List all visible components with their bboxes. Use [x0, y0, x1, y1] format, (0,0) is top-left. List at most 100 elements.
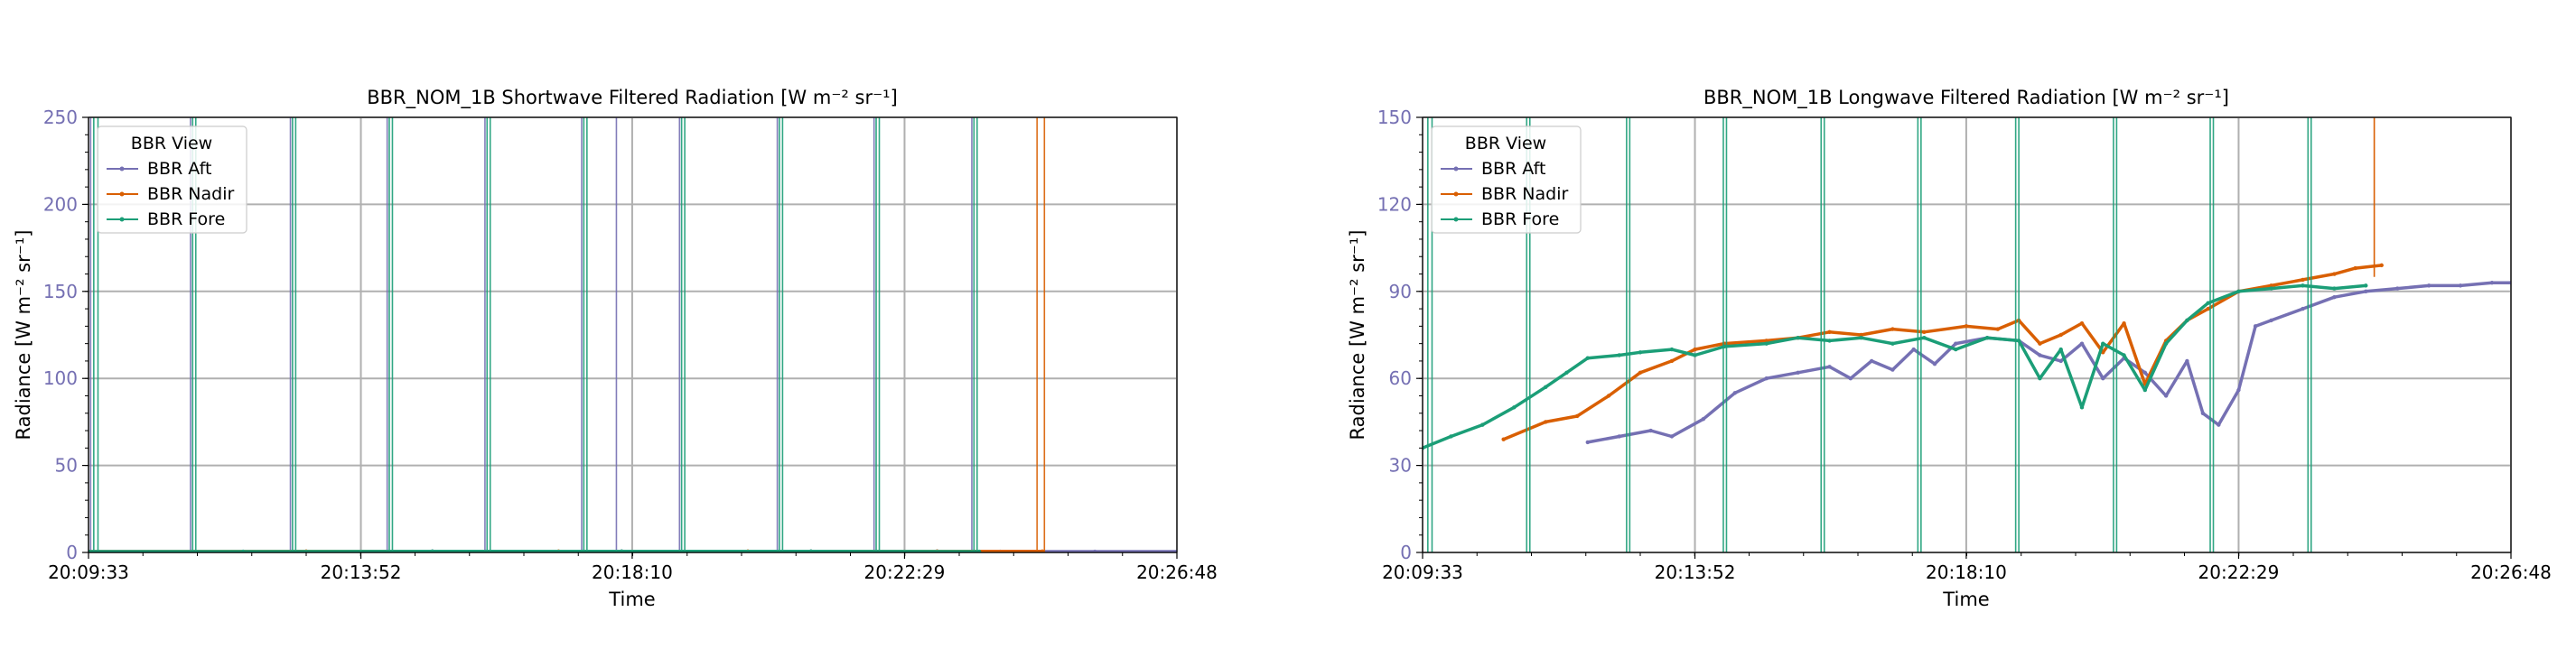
data-point — [1859, 336, 1863, 340]
data-point — [2058, 358, 2063, 364]
legend-entry: BBR Nadir — [1481, 184, 1569, 204]
data-point — [976, 549, 982, 552]
data-point — [2206, 301, 2210, 305]
legend-title: BBR View — [131, 134, 212, 153]
data-point — [1848, 376, 1853, 381]
legend-entry: BBR Nadir — [147, 184, 235, 204]
legend: BBR View BBR Aft BBR Nadir BBR Fore — [97, 125, 247, 234]
legend-entry: BBR Aft — [147, 159, 211, 179]
data-point — [1693, 353, 1697, 357]
x-ticks: 20:09:33 20:13:52 20:18:10 20:22:29 20:26:48 — [1382, 552, 2552, 583]
data-point — [1827, 329, 1832, 334]
data-point — [1995, 327, 2001, 331]
legend: BBR View BBR Aft BBR Nadir BBR Fore — [1431, 125, 1582, 234]
data-point — [1606, 394, 1611, 398]
x-tick-label: 20:26:48 — [2470, 561, 2552, 583]
data-point — [2379, 263, 2384, 268]
data-point — [2332, 272, 2337, 276]
data-point — [1954, 341, 1958, 346]
series-line — [1587, 281, 2511, 444]
data-point — [2079, 341, 2085, 346]
legend-marker — [1453, 166, 1459, 172]
x-tick-label: 20:26:48 — [1136, 561, 1218, 583]
data-point — [2236, 387, 2241, 393]
data-point — [1732, 391, 1737, 395]
data-point — [1638, 370, 1643, 375]
data-point — [2426, 283, 2431, 288]
data-point — [2163, 341, 2169, 346]
x-tick-label: 20:18:10 — [1926, 561, 2007, 583]
data-point — [1512, 405, 1517, 410]
data-point — [1764, 339, 1769, 343]
data-point — [1501, 437, 1506, 441]
data-point — [2185, 318, 2189, 323]
data-point — [1922, 336, 1927, 340]
y-tick-label: 100 — [43, 367, 78, 389]
data-point — [1617, 353, 1621, 357]
data-point — [1638, 350, 1643, 355]
legend-box — [97, 125, 247, 234]
y-tick-label: 0 — [1400, 542, 1412, 563]
data-point — [2058, 347, 2063, 352]
data-point — [1585, 356, 1590, 360]
data-point — [430, 549, 434, 552]
data-point — [2301, 306, 2305, 311]
data-point — [1544, 385, 1548, 390]
data-point — [1669, 434, 1675, 439]
data-point — [1796, 370, 1800, 375]
data-point — [2269, 283, 2273, 288]
data-point — [2364, 283, 2368, 288]
legend-title: BBR View — [1465, 134, 1546, 153]
data-point — [808, 549, 814, 552]
data-point — [2353, 265, 2357, 271]
data-point — [1796, 336, 1800, 340]
data-point — [2079, 320, 2085, 326]
data-point — [1040, 549, 1045, 552]
data-point — [2185, 358, 2189, 364]
legend-box — [1431, 125, 1582, 234]
y-tick-label: 60 — [1389, 367, 1412, 389]
y-tick-label: 120 — [1377, 193, 1412, 215]
shortwave-chart: 0 50 100 150 200 250 20:09:33 20:13:52 20:18:10… — [13, 87, 1218, 610]
legend-entry: BBR Fore — [1481, 209, 1559, 229]
data-point — [1669, 358, 1675, 364]
data-point — [2332, 295, 2337, 300]
x-tick-label: 20:13:52 — [321, 561, 402, 583]
data-point — [2217, 422, 2221, 427]
data-point — [1827, 365, 1832, 369]
data-point — [240, 549, 246, 552]
data-point — [1764, 376, 1769, 381]
y-tick-label: 150 — [43, 281, 78, 302]
data-point — [1890, 367, 1895, 372]
data-point — [1092, 549, 1097, 552]
data-point — [2016, 339, 2021, 343]
data-point — [1693, 347, 1697, 352]
data-point — [2200, 411, 2206, 415]
data-point — [2101, 376, 2105, 381]
x-tick-label: 20:18:10 — [592, 561, 673, 583]
y-tick-label: 200 — [43, 193, 78, 215]
data-point — [1964, 324, 1969, 329]
data-point — [1764, 341, 1769, 346]
y-tick-label: 30 — [1389, 455, 1412, 477]
data-point — [2101, 341, 2105, 346]
y-ticks: 0 30 60 90 120 150 — [1377, 107, 1423, 563]
data-point — [1922, 329, 1927, 334]
y-tick-label: 0 — [66, 542, 78, 563]
x-tick-label: 20:22:29 — [2198, 561, 2280, 583]
legend-marker — [119, 217, 125, 222]
data-point — [1890, 327, 1895, 331]
legend-marker — [119, 166, 125, 172]
legend-entry: BBR Aft — [1481, 159, 1545, 179]
data-point — [2269, 286, 2273, 291]
chart-title: BBR_NOM_1B Shortwave Filtered Radiation … — [367, 87, 898, 109]
data-point — [1869, 358, 1874, 364]
series-group — [89, 117, 1177, 552]
data-point — [1932, 361, 1937, 366]
data-point — [2142, 387, 2148, 393]
grid — [88, 116, 1178, 553]
legend-marker — [119, 191, 125, 197]
data-point — [1574, 413, 1580, 419]
